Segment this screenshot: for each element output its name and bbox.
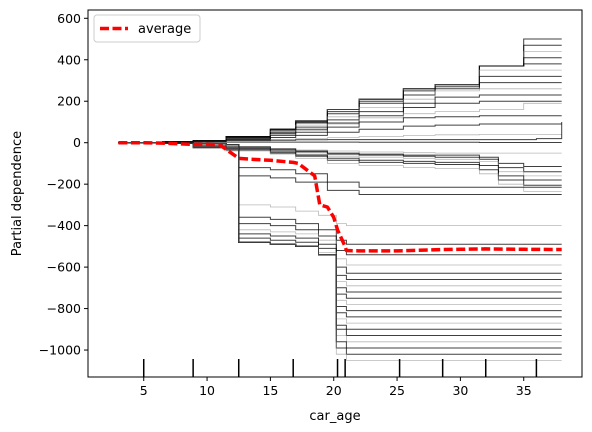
x-tick-label: 15 (262, 383, 278, 398)
ice-line (118, 122, 563, 144)
y-axis-label: Partial dependence (10, 131, 25, 256)
ice-line (118, 142, 562, 361)
x-tick-label: 30 (452, 383, 468, 398)
y-tick-label: 600 (57, 11, 81, 26)
x-tick-label: 20 (326, 383, 342, 398)
y-axis: 600 400 200 0 −200 −400 −600 −800 −1000 (39, 11, 88, 358)
average-line (118, 140, 562, 253)
rug-group (142, 359, 538, 377)
legend-box (93, 14, 201, 43)
ice-lines-group (118, 38, 563, 361)
y-tick-label: −800 (47, 301, 81, 316)
y-tick-label: −1000 (39, 343, 81, 358)
x-axis: 5 10 15 20 25 30 35 (140, 377, 532, 398)
y-tick-label: −200 (47, 177, 81, 192)
x-tick-label: 25 (389, 383, 405, 398)
y-tick-label: −400 (47, 218, 81, 233)
y-tick-label: 0 (73, 135, 81, 150)
ice-line (118, 142, 562, 181)
average-line-group (118, 140, 562, 253)
plot-frame (87, 9, 583, 378)
x-axis-label: car_age (309, 409, 360, 424)
legend-label-average: average (138, 22, 191, 37)
legend: average (93, 14, 201, 43)
y-tick-label: −600 (47, 260, 81, 275)
x-tick-label: 35 (516, 383, 532, 398)
ice-line (118, 142, 562, 192)
x-tick-label: 5 (140, 383, 148, 398)
y-tick-label: 200 (57, 94, 81, 109)
x-tick-label: 10 (199, 383, 215, 398)
y-tick-label: 400 (57, 52, 81, 67)
